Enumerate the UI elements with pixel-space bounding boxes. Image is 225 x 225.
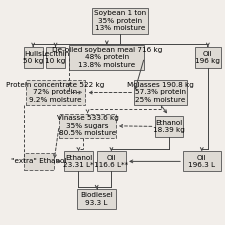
FancyBboxPatch shape [64, 151, 93, 171]
Text: Oil
196 kg: Oil 196 kg [195, 51, 220, 64]
Text: Hulls
50 kg: Hulls 50 kg [23, 51, 43, 64]
FancyBboxPatch shape [24, 153, 54, 170]
Text: Biodiesel
93.3 L: Biodiesel 93.3 L [80, 192, 113, 206]
FancyBboxPatch shape [97, 151, 126, 171]
FancyBboxPatch shape [92, 8, 148, 34]
FancyBboxPatch shape [69, 45, 144, 70]
Text: Ethanol
18.39 kg: Ethanol 18.39 kg [153, 120, 185, 133]
Text: "extra" Ethanol: "extra" Ethanol [11, 158, 66, 164]
FancyBboxPatch shape [77, 189, 116, 209]
Text: Oil
196.3 L: Oil 196.3 L [188, 155, 215, 168]
FancyBboxPatch shape [26, 80, 86, 105]
FancyBboxPatch shape [134, 80, 187, 105]
FancyBboxPatch shape [46, 47, 65, 68]
Text: Ethanol
23.31 L*: Ethanol 23.31 L* [63, 155, 94, 168]
Text: Molasses 190.8 kg
57.3% protein
25% moisture: Molasses 190.8 kg 57.3% protein 25% mois… [127, 82, 194, 103]
FancyBboxPatch shape [155, 116, 183, 137]
Text: Oil
116.6 L**: Oil 116.6 L** [94, 155, 128, 168]
Text: Vinasse 533.6 kg
35% sugars
80.5% moisture: Vinasse 533.6 kg 35% sugars 80.5% moistu… [56, 115, 118, 136]
FancyBboxPatch shape [59, 114, 116, 138]
Text: De-oiled soybean meal 716 kg
48% protein
13.8% moisture: De-oiled soybean meal 716 kg 48% protein… [52, 47, 162, 68]
Text: Soybean 1 ton
35% protein
13% moisture: Soybean 1 ton 35% protein 13% moisture [94, 10, 146, 31]
FancyBboxPatch shape [195, 47, 220, 68]
FancyBboxPatch shape [183, 151, 220, 171]
FancyBboxPatch shape [24, 47, 43, 68]
Text: Protein concentrate 522 kg
72% protein
9.2% moisture: Protein concentrate 522 kg 72% protein 9… [6, 82, 105, 103]
Text: Lecithin
10 kg: Lecithin 10 kg [41, 51, 70, 64]
